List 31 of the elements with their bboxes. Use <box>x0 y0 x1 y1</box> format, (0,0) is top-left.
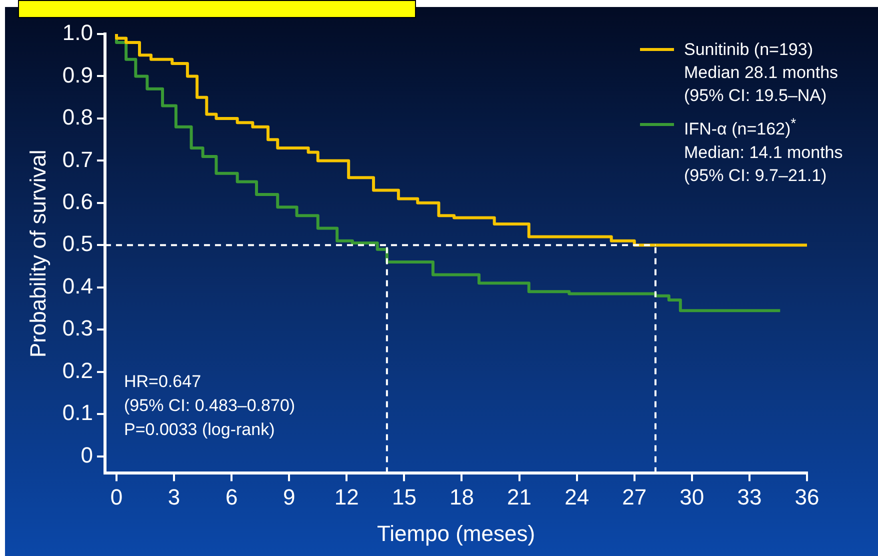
y-tick-label: 0.7 <box>62 146 93 172</box>
x-tick-label: 36 <box>794 484 820 510</box>
legend-label: IFN-α (n=162)$^{*}$ Median: 14.1 months (95% CI: 9.7–21.1) <box>684 115 843 187</box>
x-tick-label: 30 <box>680 484 704 510</box>
x-tick-label: 21 <box>507 484 532 510</box>
x-tick-label: 24 <box>564 484 590 510</box>
y-tick-label: 0.4 <box>62 273 93 298</box>
x-tick-label: 18 <box>450 484 474 510</box>
y-tick-label: 0.3 <box>62 316 93 341</box>
x-tick-label: 3 <box>168 484 180 510</box>
annotation: P=0.0033 (log-rank) <box>124 419 276 441</box>
y-tick-label: 0.1 <box>62 400 93 426</box>
x-tick-label: 9 <box>282 484 296 510</box>
y-tick-label: 0.9 <box>62 62 93 88</box>
y-tick-label: 0.6 <box>62 188 93 214</box>
x-tick-label: 33 <box>737 484 762 510</box>
legend-label: Sunitinib (n=193) Median 28.1 months (95% CI: 19.5–NA) <box>684 39 838 107</box>
y-tick-label: 0 <box>80 442 93 468</box>
y-axis-title: Probability of survival <box>25 150 50 358</box>
x-tick-label: 15 <box>392 484 416 510</box>
x-tick-label: 6 <box>225 484 238 510</box>
x-axis-title: Tiempo (meses) <box>376 520 536 546</box>
x-tick-label: 27 <box>622 484 647 510</box>
y-tick-label: 0.2 <box>62 358 93 383</box>
y-tick-label: 0.8 <box>62 104 93 130</box>
y-tick-label: 1.0 <box>62 20 93 46</box>
y-tick-label: 0.5 <box>62 231 93 256</box>
x-tick-label: 12 <box>334 484 359 510</box>
x-tick-label: 0 <box>110 484 123 510</box>
annotation: (95% CI: 0.483–0.870) <box>124 395 296 417</box>
annotation: HR=0.647 <box>124 371 202 393</box>
